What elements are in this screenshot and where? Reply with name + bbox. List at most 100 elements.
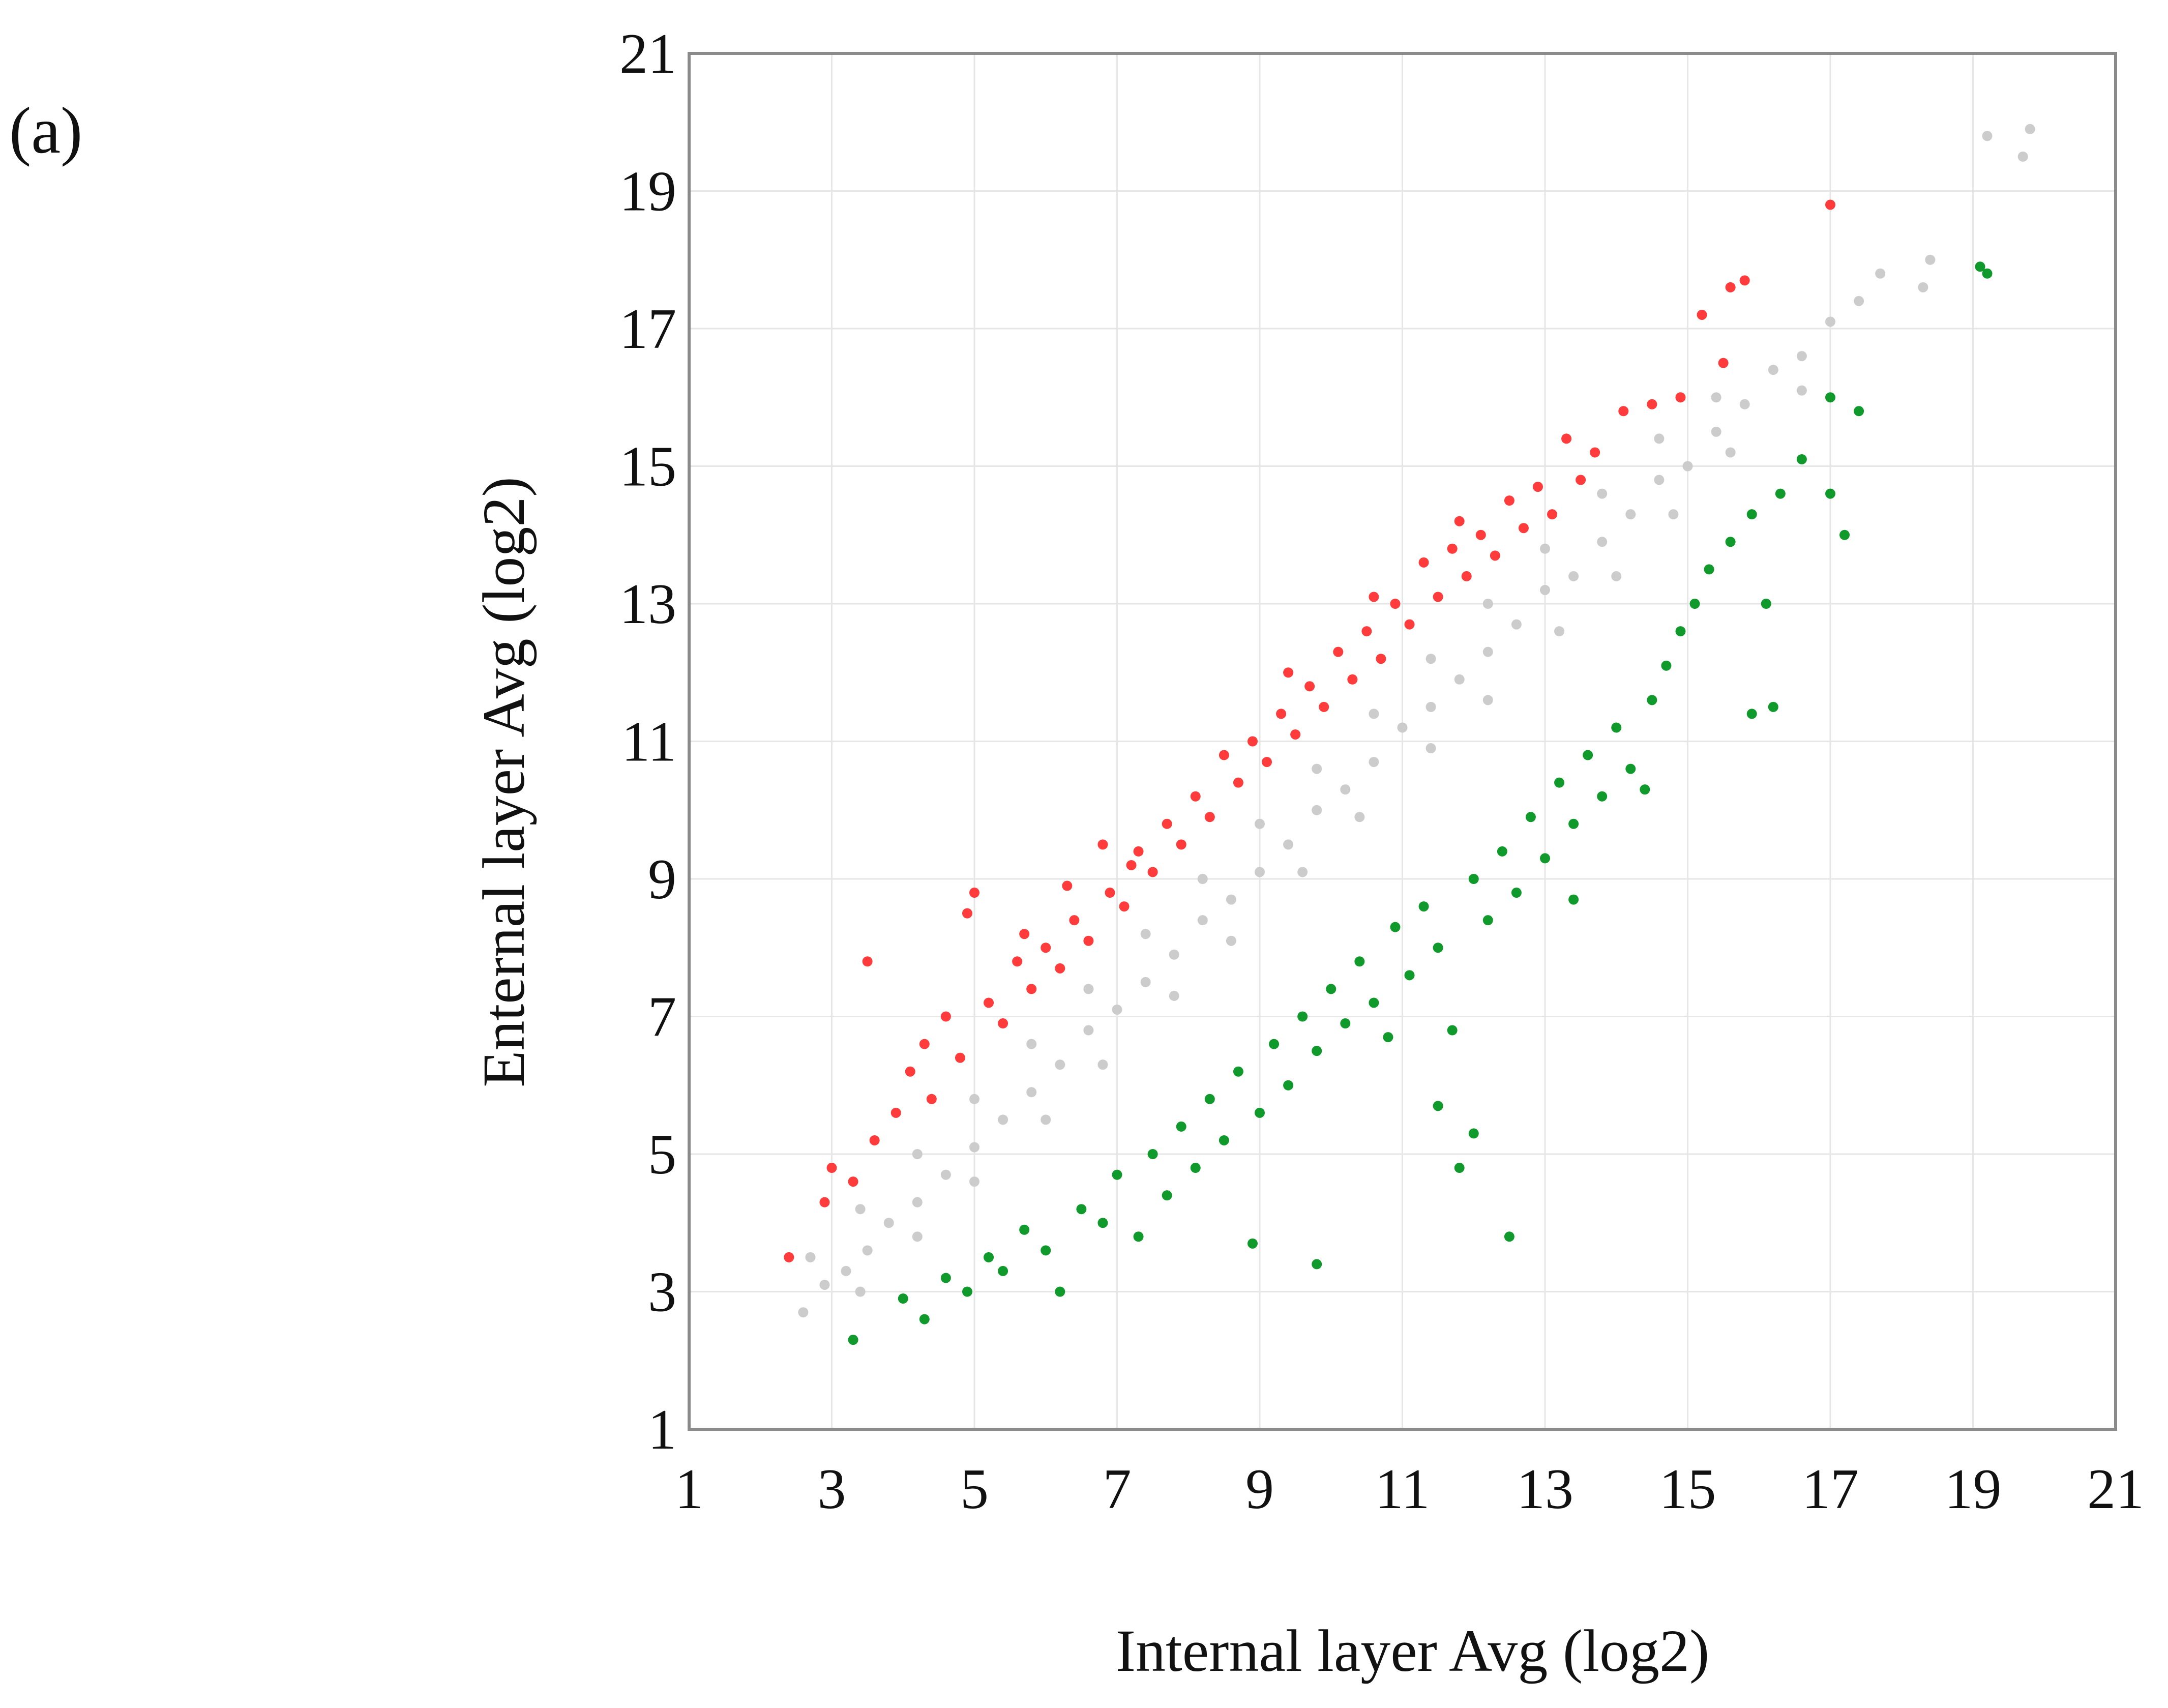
point-0-68	[1197, 874, 1208, 884]
point-0-67	[1140, 929, 1151, 939]
point-2-66	[1775, 488, 1786, 499]
x-axis-label: Internal layer Avg (log2)	[1116, 1617, 1710, 1684]
point-2-2	[919, 1314, 930, 1324]
point-2-55	[1640, 784, 1650, 795]
point-0-27	[1540, 584, 1550, 595]
point-2-54	[1625, 763, 1636, 774]
point-2-45	[1511, 888, 1522, 898]
point-1-33	[1247, 736, 1258, 747]
point-1-39	[1333, 646, 1344, 657]
grid	[688, 52, 2117, 1430]
point-1-24	[1119, 901, 1130, 912]
point-2-33	[1390, 922, 1401, 932]
point-2-12	[1112, 1169, 1122, 1180]
point-1-57	[1590, 447, 1600, 458]
point-0-64	[969, 1094, 979, 1104]
point-1-18	[1041, 943, 1051, 953]
point-0-54	[1226, 935, 1236, 946]
point-0-62	[855, 1204, 866, 1215]
point-0-22	[1397, 722, 1408, 733]
point-0-77	[1711, 392, 1721, 403]
point-1-66	[1126, 860, 1137, 870]
point-0-36	[1796, 351, 1807, 362]
point-1-46	[1433, 592, 1443, 602]
point-1-65	[1825, 199, 1835, 210]
point-1-67	[1062, 880, 1073, 891]
point-1-59	[1647, 399, 1657, 409]
point-1-64	[1725, 282, 1736, 292]
point-0-49	[1554, 626, 1565, 637]
point-0-56	[1097, 1059, 1108, 1070]
point-2-34	[1404, 970, 1415, 981]
point-0-26	[1511, 619, 1522, 630]
point-2-49	[1568, 894, 1579, 905]
point-2-43	[1497, 846, 1507, 857]
point-1-4	[862, 956, 873, 967]
point-0-60	[855, 1286, 866, 1297]
point-0-55	[1169, 990, 1179, 1001]
y-tick-label-1: 3	[648, 1261, 676, 1324]
point-0-14	[1169, 949, 1179, 960]
point-1-29	[1190, 791, 1201, 802]
point-2-44	[1504, 1231, 1514, 1242]
point-2-48	[1554, 777, 1565, 788]
point-2-65	[1768, 701, 1778, 712]
point-1-5	[869, 1135, 880, 1145]
point-2-73	[1982, 268, 1993, 279]
x-tick-label-1: 3	[818, 1458, 846, 1521]
y-tick-label-5: 11	[621, 711, 676, 774]
point-1-13	[969, 888, 979, 898]
point-2-60	[1704, 564, 1714, 575]
x-tick-label-7: 15	[1659, 1458, 1716, 1521]
point-1-10	[940, 1011, 951, 1022]
point-0-48	[1611, 571, 1622, 581]
point-0-59	[912, 1231, 923, 1242]
x-tick-label-9: 19	[1945, 1458, 2002, 1521]
point-2-17	[1190, 1163, 1201, 1173]
point-0-50	[1482, 695, 1493, 705]
point-1-11	[955, 1052, 965, 1063]
point-0-74	[1540, 543, 1550, 554]
point-1-23	[1105, 888, 1115, 898]
point-1-22	[1097, 839, 1108, 850]
x-tick-label-3: 7	[1103, 1458, 1132, 1521]
point-2-26	[1312, 1259, 1322, 1270]
point-1-7	[905, 1066, 915, 1077]
point-2-21	[1247, 1238, 1258, 1249]
point-2-68	[1825, 488, 1835, 499]
point-2-23	[1269, 1039, 1280, 1049]
point-1-30	[1204, 812, 1215, 822]
point-0-13	[1140, 977, 1151, 987]
point-2-36	[1433, 1101, 1443, 1111]
y-axis-label: Enternal layer Avg (log2)	[470, 477, 537, 1087]
point-0-10	[1055, 1059, 1065, 1070]
x-tick-label-6: 13	[1517, 1458, 1573, 1521]
point-1-21	[1083, 935, 1094, 946]
point-1-50	[1490, 550, 1500, 561]
point-0-28	[1568, 571, 1579, 581]
point-1-3	[848, 1176, 858, 1187]
point-2-58	[1675, 626, 1686, 637]
point-0-39	[1875, 268, 1886, 279]
point-0-5	[912, 1197, 923, 1208]
point-0-65	[1026, 1039, 1037, 1049]
point-2-47	[1540, 853, 1550, 864]
point-1-71	[1454, 516, 1465, 526]
point-2-28	[1326, 984, 1337, 994]
point-1-17	[1026, 984, 1037, 994]
point-0-72	[1425, 654, 1436, 664]
point-2-69	[1825, 392, 1835, 403]
point-2-13	[1133, 1231, 1144, 1242]
point-2-41	[1468, 874, 1479, 884]
point-0-19	[1312, 805, 1322, 815]
plot-frame	[688, 52, 2117, 1431]
point-0-8	[998, 1114, 1008, 1125]
point-1-28	[1176, 839, 1186, 850]
point-0-12	[1112, 1004, 1122, 1015]
point-1-54	[1547, 509, 1558, 520]
point-2-37	[1433, 943, 1443, 953]
point-0-70	[1312, 763, 1322, 774]
point-0-3	[862, 1245, 873, 1256]
point-0-66	[1083, 984, 1094, 994]
